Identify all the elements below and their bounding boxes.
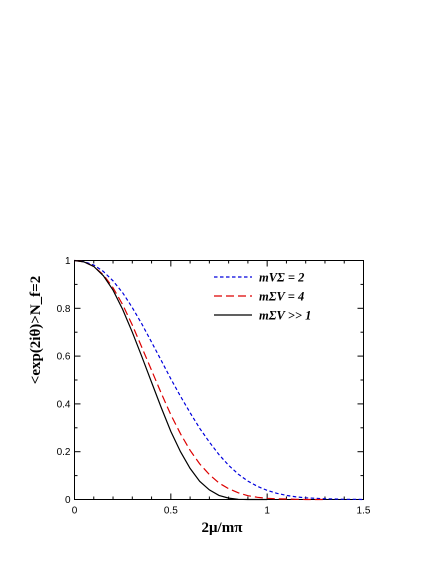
y-tick-label: 0.8 [57,304,71,315]
y-axis-label: <exp(2iθ)>N_f=2 [28,276,44,384]
x-tick-label: 0.5 [164,506,178,517]
y-tick-label: 0 [65,495,71,506]
x-axis-label: 2μ/mπ [202,520,244,536]
series-line-1 [74,259,364,501]
y-tick-label: 0.2 [57,447,71,458]
x-tick-label: 0 [72,506,78,517]
y-tick-label: 0.4 [57,399,71,410]
y-tick-label: 0.6 [57,352,71,363]
series-line-3 [74,259,268,501]
x-tick-label: 1 [264,506,270,517]
legend: mVΣ = 2 mΣV = 4 mΣV >> 1 [214,271,311,323]
axis-ticks [74,260,364,500]
legend-label-3: mΣV >> 1 [259,309,311,323]
axis-tick-labels: 0 0.5 1 1.5 0 0.2 0.4 0.6 0.8 1 [57,256,371,517]
legend-label-2: mΣV = 4 [259,290,304,304]
series-line-2 [74,259,325,501]
y-tick-label: 1 [65,256,71,267]
series-lines [74,259,364,501]
legend-label-1: mVΣ = 2 [259,271,304,285]
x-tick-label: 1.5 [357,506,371,517]
